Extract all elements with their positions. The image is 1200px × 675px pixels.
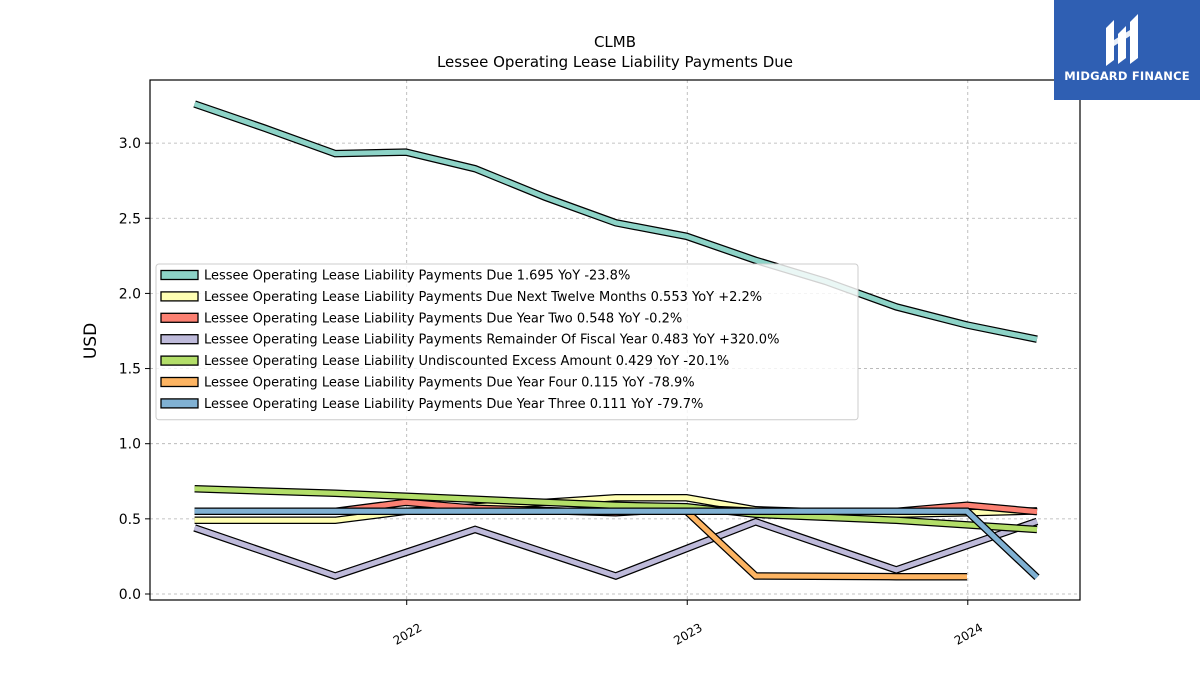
- legend-swatch: [160, 269, 199, 281]
- legend-swatch: [160, 376, 199, 388]
- y-tick-label: 2.5: [119, 211, 141, 227]
- legend-swatch: [160, 291, 199, 302]
- series-line-5: [194, 485, 1038, 534]
- series-line-6: [683, 508, 967, 581]
- legend-label: Lessee Operating Lease Liability Payment…: [204, 311, 682, 326]
- legend: Lessee Operating Lease Liability Payment…: [155, 263, 859, 421]
- y-tick-label: 1.5: [119, 362, 141, 378]
- chart-subtitle: Lessee Operating Lease Liability Payment…: [437, 53, 793, 71]
- legend-swatch: [160, 312, 199, 323]
- legend-label: Lessee Operating Lease Liability Payment…: [204, 290, 762, 305]
- midgard-finance-logo: MIDGARD FINANCE: [1054, 0, 1200, 100]
- logo-text: MIDGARD FINANCE: [1064, 69, 1190, 83]
- series-lines: [193, 100, 1040, 581]
- y-tick-label: 0.0: [119, 587, 141, 603]
- legend-swatch: [160, 355, 199, 366]
- x-tick-label: 2022: [391, 620, 424, 647]
- legend-label: Lessee Operating Lease Liability Payment…: [204, 333, 779, 348]
- y-tick-label: 2.0: [119, 286, 141, 302]
- x-tick-label: 2023: [671, 620, 704, 647]
- legend-box: [155, 263, 859, 421]
- legend-label: Lessee Operating Lease Liability Undisco…: [204, 354, 729, 369]
- y-tick-label: 3.0: [119, 136, 141, 152]
- series-line-7: [194, 507, 1040, 581]
- logo-mark-icon: [1106, 14, 1138, 66]
- legend-label: Lessee Operating Lease Liability Payment…: [204, 269, 630, 284]
- series-stroke: [194, 508, 1039, 580]
- legend-label: Lessee Operating Lease Liability Payment…: [204, 376, 695, 391]
- legend-label: Lessee Operating Lease Liability Payment…: [204, 397, 703, 412]
- series-stroke: [193, 519, 1038, 579]
- legend-swatch: [160, 398, 199, 409]
- series-line-4: [193, 517, 1039, 580]
- series-stroke: [193, 101, 1038, 342]
- series-stroke: [684, 509, 967, 580]
- y-tick-label: 1.0: [119, 437, 141, 453]
- chart-title: CLMB: [594, 33, 636, 51]
- series-stroke: [194, 486, 1038, 532]
- y-tick-label: 0.5: [119, 512, 141, 528]
- series-outline: [193, 517, 1039, 580]
- series-line-1: [193, 100, 1038, 343]
- x-tick-label: 2024: [952, 620, 985, 647]
- plot-frame: [149, 79, 1081, 601]
- y-axis-label: USD: [81, 323, 101, 359]
- legend-swatch: [160, 334, 199, 345]
